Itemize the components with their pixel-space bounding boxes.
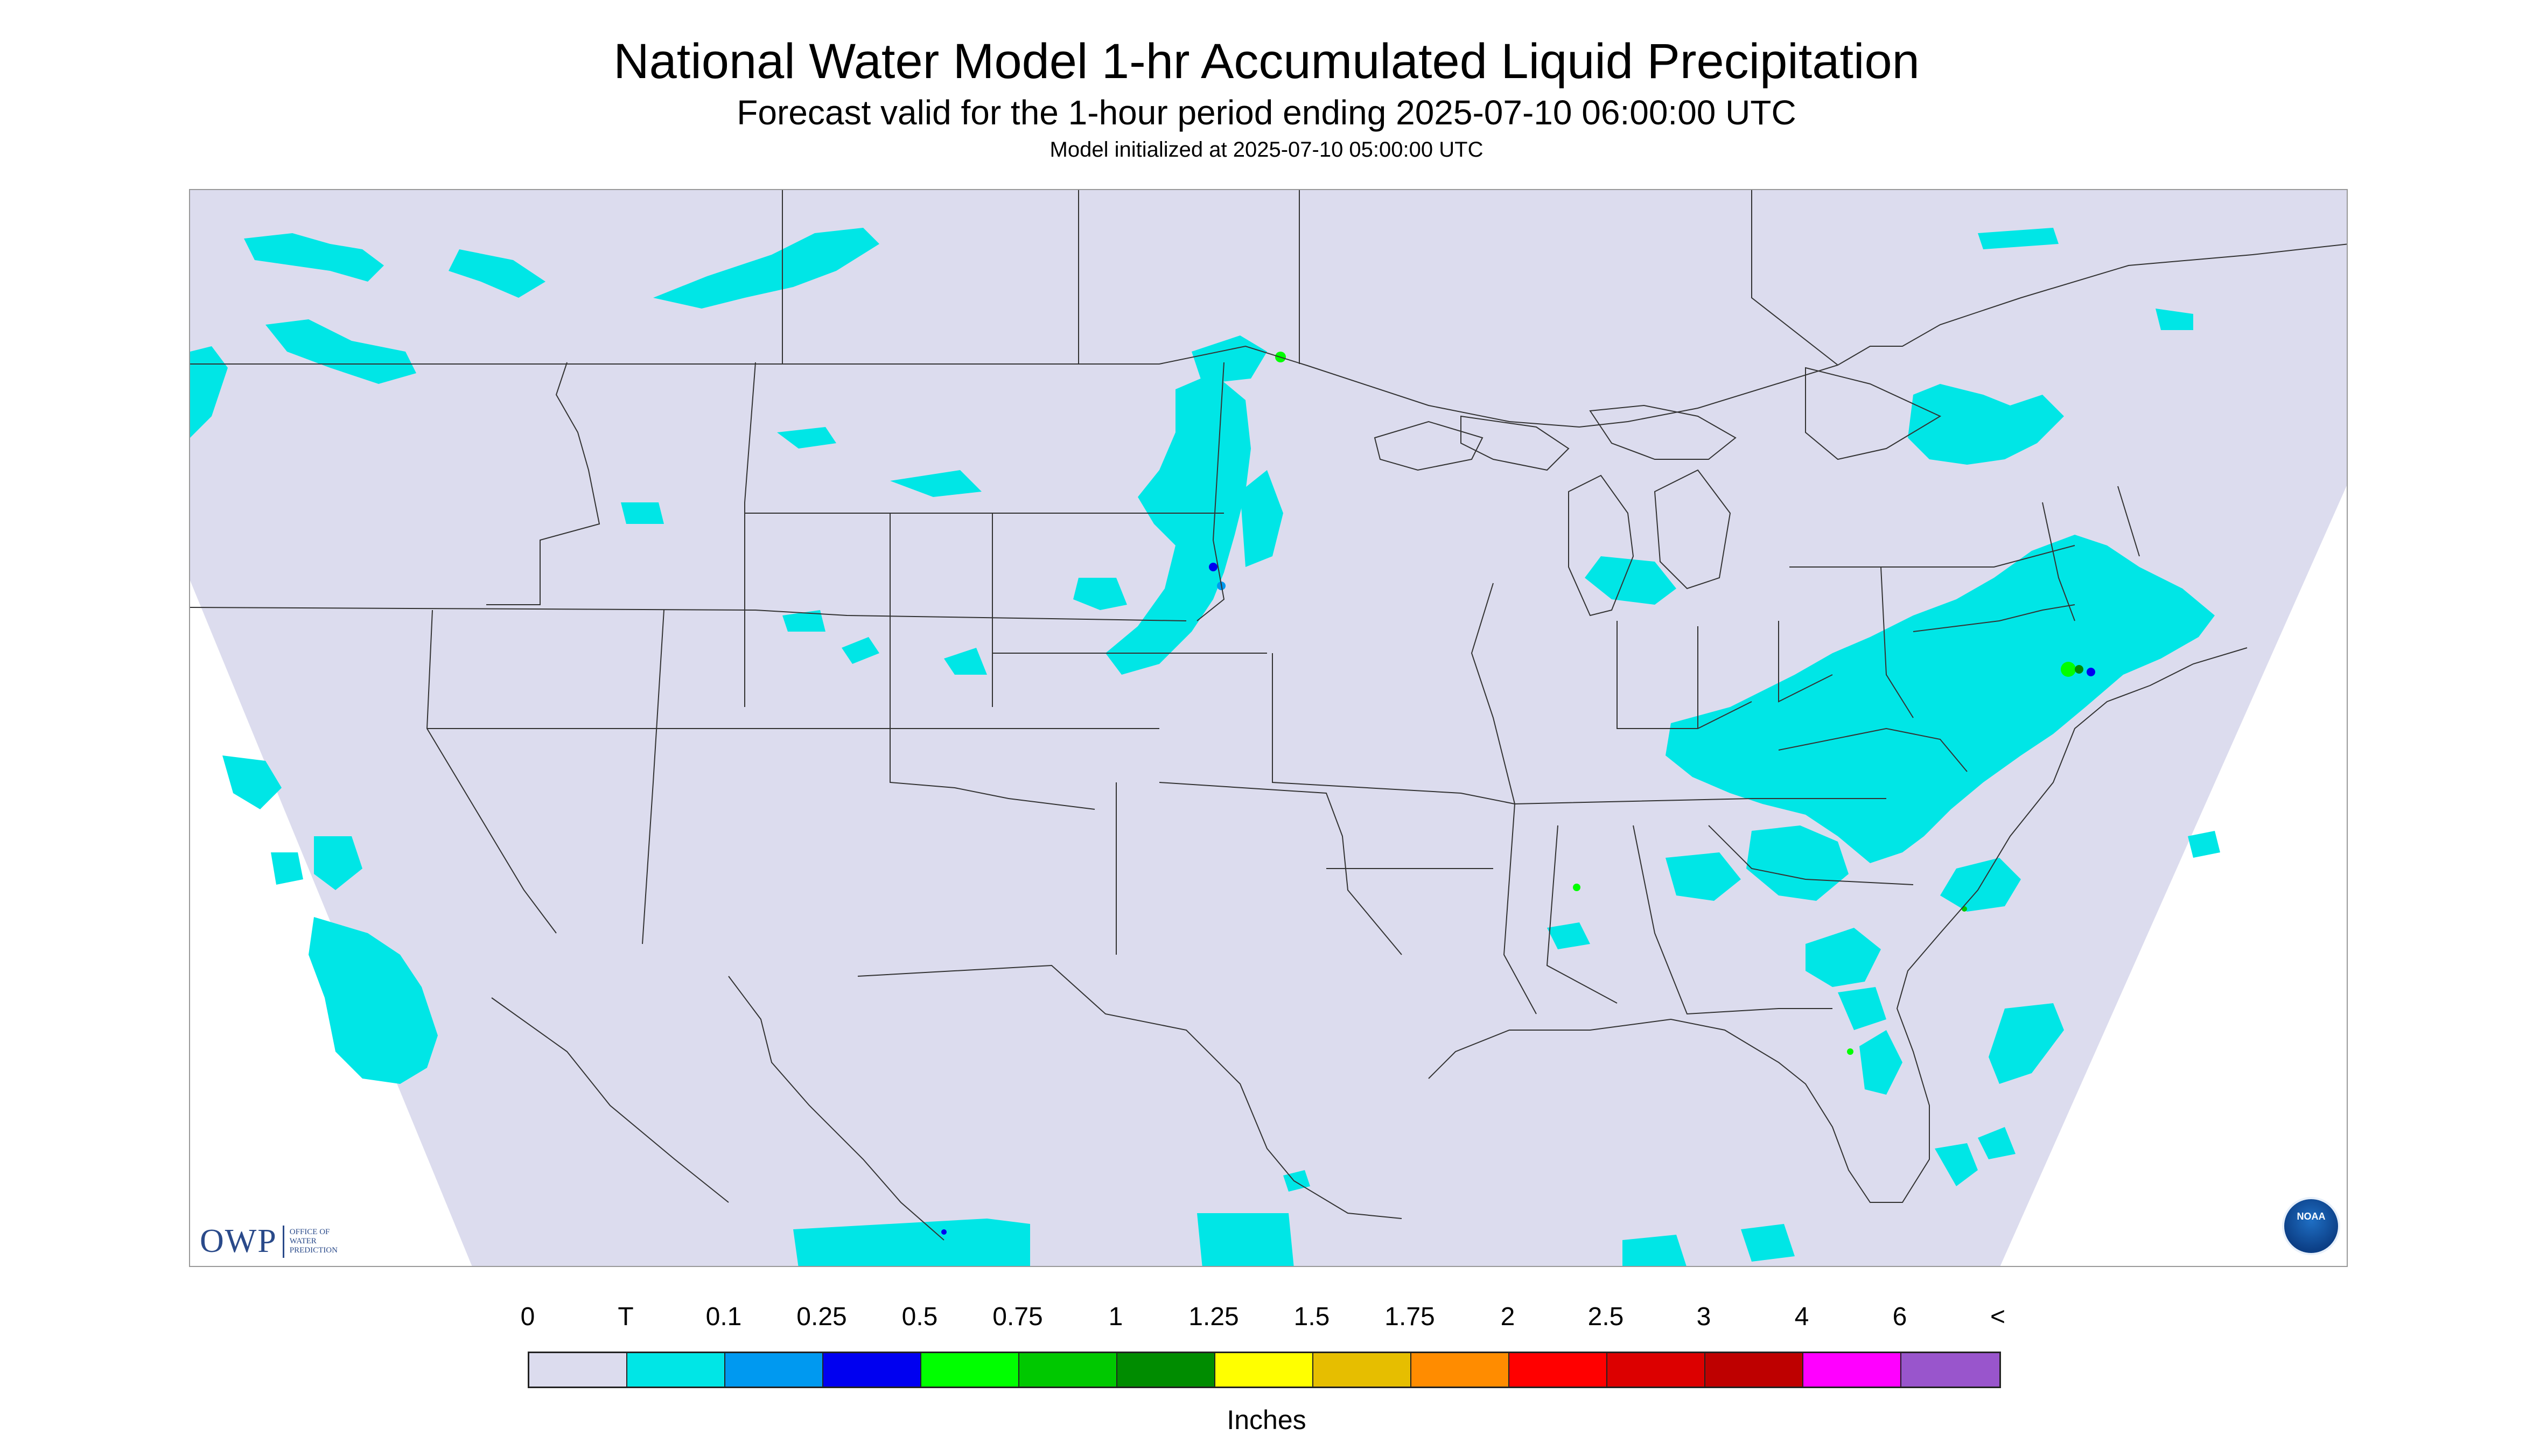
legend-label: 0.75: [992, 1303, 1043, 1331]
precipitation-areas: [190, 228, 2220, 1266]
legend-label: 3: [1696, 1303, 1711, 1331]
legend-swatch: [529, 1353, 627, 1387]
map-canvas: [190, 190, 2347, 1266]
legend-label: 1: [1108, 1303, 1123, 1331]
owp-logo-line-1: Office of: [289, 1228, 330, 1236]
legend-swatch: [1117, 1353, 1215, 1387]
boundary-lines: [190, 190, 2347, 1241]
legend-label: 0.25: [796, 1303, 847, 1331]
legend-label: 2: [1500, 1303, 1515, 1331]
legend-swatch: [1509, 1353, 1607, 1387]
legend-swatch: [1607, 1353, 1705, 1387]
owp-logo-divider: [282, 1225, 284, 1258]
legend-label: 0: [520, 1303, 535, 1331]
map-title: National Water Model 1-hr Accumulated Li…: [613, 34, 1920, 89]
noaa-logo-text: NOAA: [2297, 1211, 2326, 1222]
owp-logo: OWP Office of Water Prediction: [200, 1222, 338, 1261]
legend-swatch: [627, 1353, 725, 1387]
legend-label: 0.1: [705, 1303, 742, 1331]
legend-label: 1.5: [1293, 1303, 1330, 1331]
owp-logo-letters: OWP: [200, 1223, 277, 1259]
heavier-precipitation-cores: [941, 352, 2095, 1235]
legend-swatch: [1215, 1353, 1313, 1387]
legend-swatch: [1411, 1353, 1509, 1387]
legend-label: 1.25: [1188, 1303, 1239, 1331]
legend-swatch: [1019, 1353, 1117, 1387]
legend-swatch: [1705, 1353, 1803, 1387]
noaa-logo: NOAA: [2282, 1197, 2340, 1255]
legend-swatch: [1901, 1353, 1999, 1387]
legend-swatch: [1803, 1353, 1901, 1387]
legend-label: T: [618, 1303, 634, 1331]
legend-label: 2.5: [1587, 1303, 1624, 1331]
legend-swatch: [823, 1353, 921, 1387]
legend-label: <: [1990, 1303, 2006, 1331]
legend-swatch: [921, 1353, 1019, 1387]
map-subtitle: Forecast valid for the 1-hour period end…: [737, 93, 1796, 132]
owp-logo-text: Office of Water Prediction: [290, 1228, 338, 1255]
legend-label: 0.5: [901, 1303, 938, 1331]
legend-color-bar: [528, 1352, 2001, 1388]
legend-label: 6: [1892, 1303, 1907, 1331]
precipitation-map: OWP Office of Water Prediction NOAA: [189, 189, 2348, 1267]
owp-logo-line-3: Prediction: [289, 1246, 338, 1255]
legend-label: 1.75: [1384, 1303, 1435, 1331]
owp-logo-line-2: Water: [289, 1237, 317, 1245]
legend-label: 4: [1794, 1303, 1809, 1331]
model-init-text: Model initialized at 2025-07-10 05:00:00…: [1049, 138, 1484, 162]
outside-domain-right: [2000, 486, 2347, 1266]
legend-swatch: [725, 1353, 823, 1387]
legend-units: Inches: [1227, 1405, 1306, 1435]
legend-swatch: [1313, 1353, 1411, 1387]
